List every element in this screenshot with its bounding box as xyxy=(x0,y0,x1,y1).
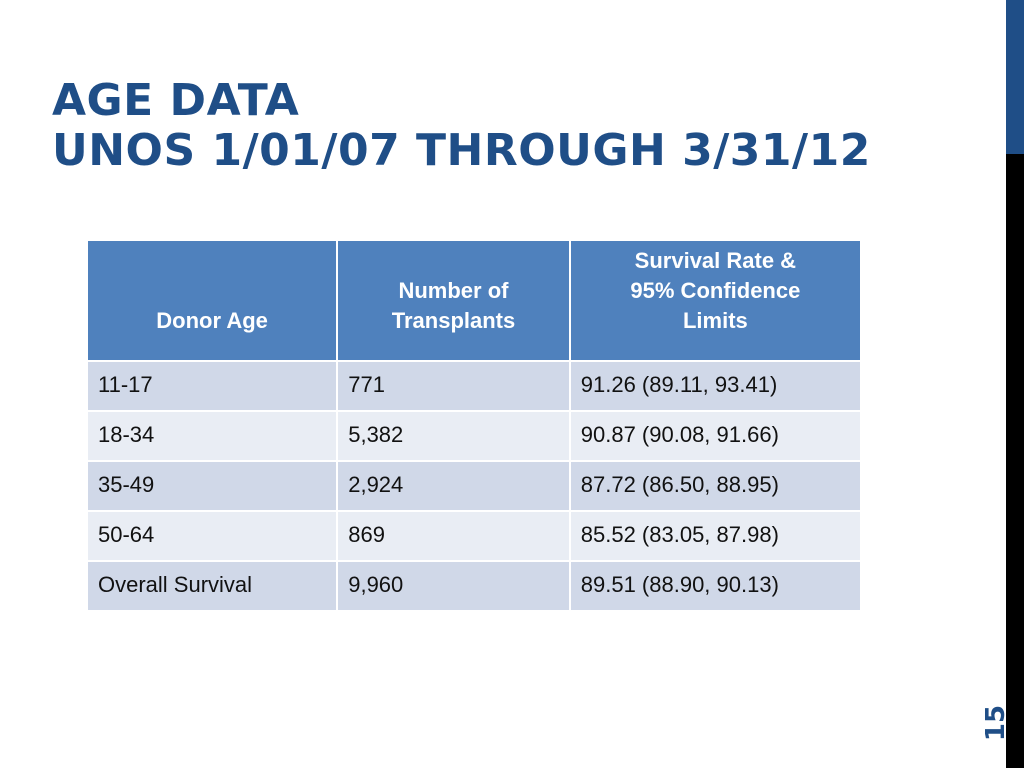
header-line: 95% Confidence xyxy=(630,278,801,303)
cell-transplants: 771 xyxy=(336,360,571,412)
header-line: Limits xyxy=(682,308,748,333)
header-donor-age: Donor Age xyxy=(85,239,339,362)
table-row: 50-64 869 85.52 (83.05, 87.98) xyxy=(85,510,863,562)
slide-title: AGE DATA UNOS 1/01/07 THROUGH 3/31/12 xyxy=(52,76,871,176)
header-row: Donor Age Number of Transplants Survival… xyxy=(85,239,863,362)
header-line: Number of xyxy=(398,278,509,303)
title-line-1: AGE DATA xyxy=(52,75,300,126)
cell-survival-rate: 87.72 (86.50, 88.95) xyxy=(568,460,863,512)
cell-donor-age: 18-34 xyxy=(85,410,339,462)
table-row: Overall Survival 9,960 89.51 (88.90, 90.… xyxy=(85,560,863,612)
header-line: Survival Rate & xyxy=(634,248,797,273)
cell-survival-rate: 85.52 (83.05, 87.98) xyxy=(568,510,863,562)
title-line-2: UNOS 1/01/07 THROUGH 3/31/12 xyxy=(52,125,871,176)
table-body: 11-17 771 91.26 (89.11, 93.41) 18-34 5,3… xyxy=(85,360,863,612)
header-survival-rate: Survival Rate & 95% Confidence Limits xyxy=(568,239,863,362)
cell-transplants: 2,924 xyxy=(336,460,571,512)
cell-donor-age: 35-49 xyxy=(85,460,339,512)
header-number-of-transplants: Number of Transplants xyxy=(336,239,571,362)
side-bar xyxy=(1006,0,1024,768)
cell-transplants: 9,960 xyxy=(336,560,571,612)
cell-donor-age: Overall Survival xyxy=(85,560,339,612)
table-header: Donor Age Number of Transplants Survival… xyxy=(85,239,863,362)
header-line: Transplants xyxy=(391,308,516,333)
table-row: 18-34 5,382 90.87 (90.08, 91.66) xyxy=(85,410,863,462)
table-row: 11-17 771 91.26 (89.11, 93.41) xyxy=(85,360,863,412)
cell-donor-age: 11-17 xyxy=(85,360,339,412)
cell-transplants: 869 xyxy=(336,510,571,562)
cell-survival-rate: 89.51 (88.90, 90.13) xyxy=(568,560,863,612)
side-bar-accent xyxy=(1006,0,1024,154)
cell-transplants: 5,382 xyxy=(336,410,571,462)
header-line: Donor Age xyxy=(156,308,268,333)
cell-donor-age: 50-64 xyxy=(85,510,339,562)
slide-number: 15 xyxy=(981,704,1011,742)
donor-age-table: Donor Age Number of Transplants Survival… xyxy=(85,239,863,612)
table-row: 35-49 2,924 87.72 (86.50, 88.95) xyxy=(85,460,863,512)
cell-survival-rate: 91.26 (89.11, 93.41) xyxy=(568,360,863,412)
cell-survival-rate: 90.87 (90.08, 91.66) xyxy=(568,410,863,462)
